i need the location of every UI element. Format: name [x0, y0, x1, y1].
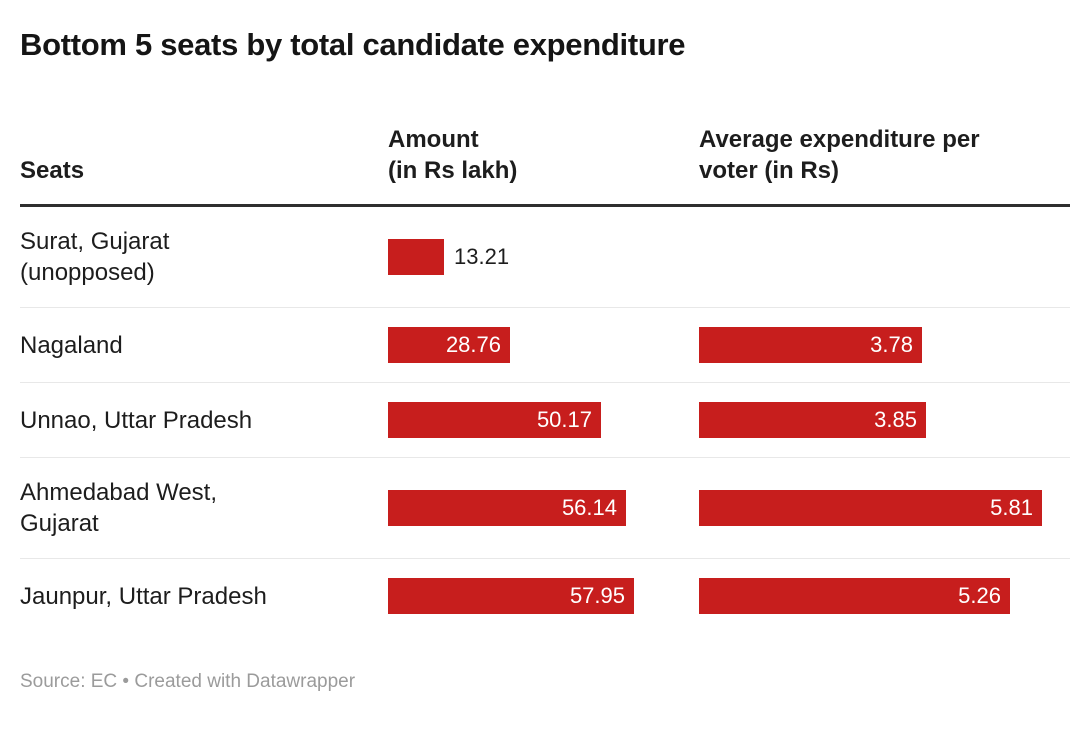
amount-bar-cell: 57.95	[388, 578, 699, 614]
column-header-amount: Amount (in Rs lakh)	[388, 126, 518, 184]
table-row: Unnao, Uttar Pradesh 50.17 3.85	[20, 383, 1070, 458]
amount-bar-cell: 13.21	[388, 239, 699, 275]
source-note: Source: EC • Created with Datawrapper	[20, 671, 356, 692]
avg-bar-cell	[699, 239, 1070, 275]
amount-bar-cell: 28.76	[388, 327, 699, 363]
amount-bar: 57.95	[388, 578, 634, 614]
page-title: Bottom 5 seats by total candidate expend…	[20, 27, 686, 62]
seat-label: Nagaland	[20, 331, 123, 359]
amount-bar: 28.76	[388, 327, 510, 363]
amount-bar: 50.17	[388, 402, 601, 438]
avg-bar: 3.78	[699, 327, 922, 363]
column-header-seats: Seats	[20, 157, 85, 184]
amount-bar: 56.14	[388, 490, 626, 526]
avg-bar: 3.85	[699, 402, 926, 438]
amount-value: 56.14	[561, 495, 617, 520]
table-row: Nagaland 28.76 3.78	[20, 308, 1070, 383]
seat-label: Ahmedabad West, Gujarat	[20, 479, 218, 537]
table-row: Jaunpur, Uttar Pradesh 57.95 5.26	[20, 559, 1070, 633]
avg-bar-cell: 5.81	[699, 490, 1070, 526]
table-body: Surat, Gujarat (unopposed) 13.21 Nagalan…	[20, 207, 1070, 633]
avg-bar-cell: 3.78	[699, 327, 1070, 363]
avg-value: 5.81	[990, 495, 1033, 520]
avg-value: 3.78	[870, 332, 913, 357]
amount-value: 28.76	[445, 332, 501, 357]
avg-bar-cell: 5.26	[699, 578, 1070, 614]
amount-value: 13.21	[454, 244, 510, 269]
avg-bar: 5.26	[699, 578, 1010, 614]
avg-value: 3.85	[874, 407, 917, 432]
avg-value: 5.26	[958, 583, 1001, 608]
avg-bar-cell: 3.85	[699, 402, 1070, 438]
seat-label: Unnao, Uttar Pradesh	[20, 406, 253, 434]
seat-label: Surat, Gujarat (unopposed)	[20, 228, 170, 286]
avg-bar: 5.81	[699, 490, 1042, 526]
table-row: Surat, Gujarat (unopposed) 13.21	[20, 207, 1070, 308]
table-header: Seats Amount (in Rs lakh) Average expend…	[20, 66, 1070, 207]
table-row: Ahmedabad West, Gujarat 56.14 5.81	[20, 458, 1070, 559]
amount-bar	[388, 239, 444, 275]
amount-value: 50.17	[536, 407, 592, 432]
seat-label: Jaunpur, Uttar Pradesh	[20, 582, 267, 610]
amount-bar-cell: 50.17	[388, 402, 699, 438]
amount-bar-cell: 56.14	[388, 490, 699, 526]
column-header-avg: Average expenditure per voter (in Rs)	[699, 126, 980, 184]
amount-value: 57.95	[569, 583, 625, 608]
